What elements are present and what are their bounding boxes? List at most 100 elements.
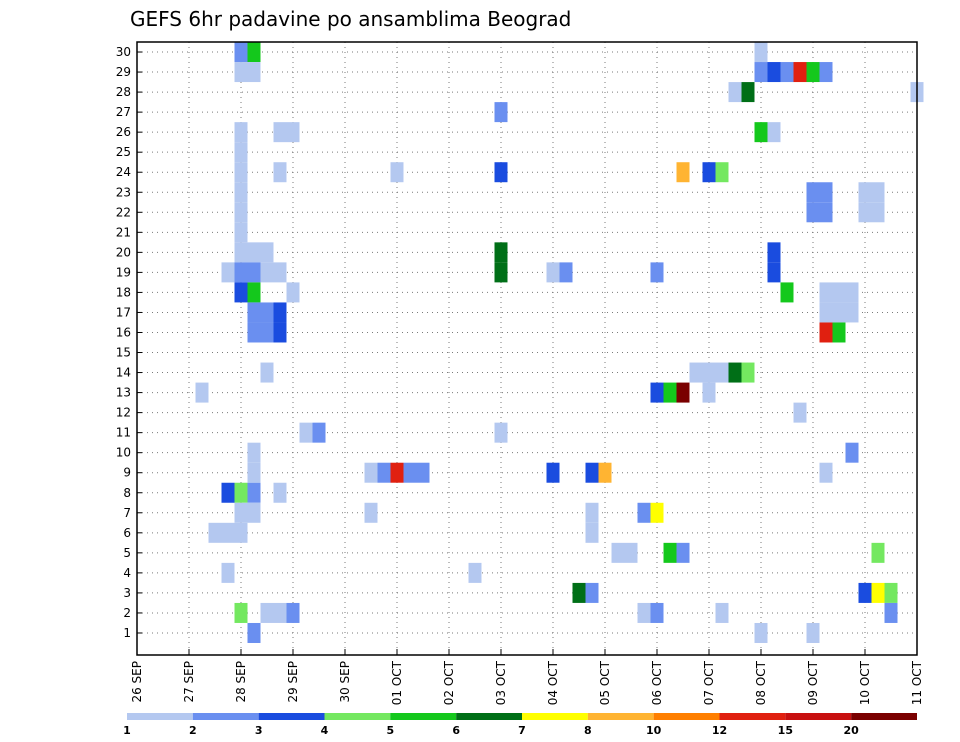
colorbar-segment [851,713,917,720]
colorbar-segment [785,713,852,720]
precipitation-cell [273,302,287,323]
colorbar-legend: 1 2 3 4 5 6 7 8 10 12 15 20 [123,713,917,737]
precipitation-cell [234,62,248,83]
precipitation-cell [494,102,508,123]
precipitation-cell [884,602,898,623]
precipitation-cell [819,282,833,303]
precipitation-cell [234,42,248,63]
precipitation-cell [871,582,885,603]
precipitation-cell [494,162,508,183]
x-tick-label: 11 OCT [910,660,924,705]
plot-frame [136,41,918,656]
precipitation-cell [273,122,287,143]
precipitation-cell [234,602,248,623]
precipitation-cell [247,242,261,263]
colorbar-segment [192,713,259,720]
precipitation-cell [585,582,599,603]
precipitation-cell [780,282,794,303]
y-tick-label: 23 [116,185,131,199]
precipitation-cell [247,442,261,463]
precipitation-cell [741,82,755,103]
precipitation-cell [273,482,287,503]
precipitation-cell [676,382,690,403]
precipitation-cell [806,62,820,83]
precipitation-cell [260,262,274,283]
x-tick-label: 01 OCT [390,660,404,705]
precipitation-cell [832,302,846,323]
precipitation-cell [676,542,690,563]
precipitation-cell [260,602,274,623]
precipitation-cell [715,602,729,623]
precipitation-cell [871,542,885,563]
precipitation-cell [247,282,261,303]
precipitation-cell [234,262,248,283]
colorbar-segment [522,713,588,720]
precipitation-cell [234,162,248,183]
precipitation-cell [546,262,560,283]
precipitation-cell [728,362,742,383]
precipitation-cell [273,162,287,183]
precipitation-cell [234,522,248,543]
precipitation-cell [559,262,573,283]
x-tick-label: 29 SEP [286,661,300,703]
precipitation-cell [767,262,781,283]
x-axis-date-ticks: 26 SEP 27 SEP 28 SEP 29 SEP 30 SEP 01 OCT 02 O… [130,649,924,705]
precipitation-cell [299,422,313,443]
colorbar-tick-label: 8 [584,724,592,737]
precipitation-cell [247,462,261,483]
y-tick-label: 1 [123,626,131,640]
y-tick-label: 2 [123,606,131,620]
precipitation-cell [234,242,248,263]
precipitation-cell [858,182,872,203]
y-tick-label: 10 [116,446,131,460]
y-tick-label: 15 [116,346,131,360]
precipitation-cell [364,502,378,523]
precipitation-cell [702,382,716,403]
precipitation-cell [715,362,729,383]
precipitation-cell [858,582,872,603]
colorbar-tick-label: 3 [255,724,263,737]
y-tick-label: 24 [116,165,131,179]
precipitation-cell [234,502,248,523]
y-tick-label: 7 [123,506,131,520]
y-tick-label: 9 [123,466,131,480]
precipitation-cell [260,362,274,383]
x-tick-label: 26 SEP [130,661,144,703]
colorbar-tick-label: 4 [321,724,329,737]
precipitation-cell [819,202,833,223]
precipitation-cell [260,302,274,323]
colorbar-tick-label: 1 [123,724,131,737]
precipitation-cell [247,262,261,283]
precipitation-cell [806,202,820,223]
precipitation-cell [819,62,833,83]
colorbar-segment [587,713,654,720]
colorbar-tick-label: 5 [387,724,395,737]
precipitation-cell [884,582,898,603]
precipitation-cell [247,302,261,323]
precipitation-cell [312,422,326,443]
precipitation-cell [767,242,781,263]
precipitation-cell [390,462,404,483]
x-tick-label: 06 OCT [650,660,664,705]
precipitation-cell [247,322,261,343]
precipitation-cell [494,262,508,283]
y-tick-label: 27 [116,105,131,119]
x-tick-label: 05 OCT [598,660,612,705]
precipitation-cell [234,122,248,143]
precipitation-cell [260,242,274,263]
precipitation-cell [754,122,768,143]
x-tick-label: 28 SEP [234,661,248,703]
precipitation-cell [247,482,261,503]
colorbar-tick-label: 6 [452,724,460,737]
precipitation-cell [637,502,651,523]
precipitation-cell [754,622,768,643]
precipitation-cell [286,122,300,143]
precipitation-cells [195,42,924,643]
y-tick-label: 25 [116,145,131,159]
precipitation-cell [585,522,599,543]
precipitation-cell [793,402,807,423]
y-tick-label: 8 [123,486,131,500]
precipitation-cell [234,142,248,163]
precipitation-cell [286,282,300,303]
precipitation-cell [494,242,508,263]
